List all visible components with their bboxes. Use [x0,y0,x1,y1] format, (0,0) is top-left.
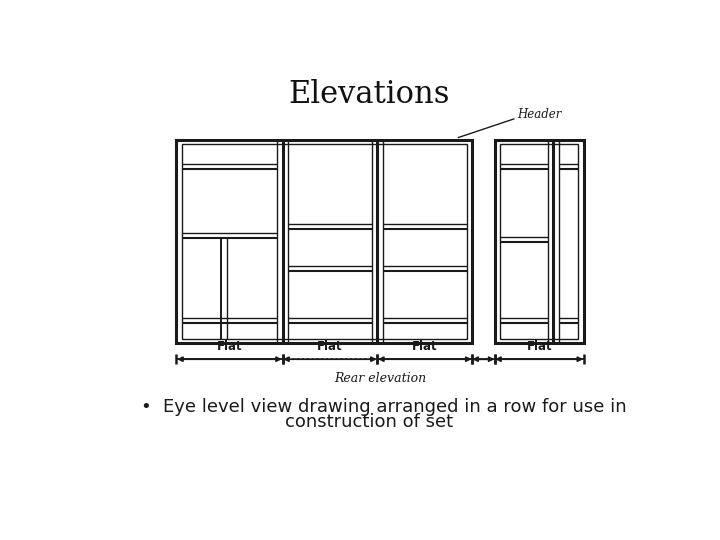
Text: Eye level view drawing arranged in a row for use in: Eye level view drawing arranged in a row… [163,398,626,416]
Text: Elevations: Elevations [288,79,450,110]
Text: •: • [140,398,151,416]
Text: Flat: Flat [217,340,243,353]
Bar [495,140,584,343]
Text: Flat: Flat [412,340,438,353]
Text: Rear elevation: Rear elevation [334,372,426,385]
Text: Flat: Flat [526,340,552,353]
Text: Flat: Flat [317,340,343,353]
Bar [500,144,578,339]
Text: Header: Header [517,108,562,121]
Bar [176,140,472,343]
Bar [182,144,467,339]
Text: construction of set: construction of set [285,414,453,431]
